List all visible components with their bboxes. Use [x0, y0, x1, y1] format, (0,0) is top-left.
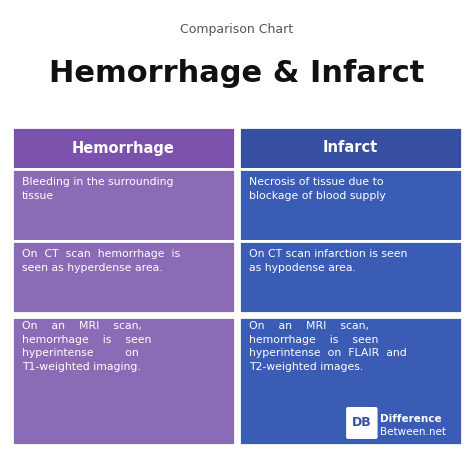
Text: On    an    MRI    scan,
hemorrhage    is    seen
hyperintense  on  FLAIR  and
T: On an MRI scan, hemorrhage is seen hyper… [249, 321, 407, 372]
Text: Comparison Chart: Comparison Chart [181, 22, 293, 35]
Text: Bleeding in the surrounding
tissue: Bleeding in the surrounding tissue [22, 177, 173, 201]
Text: Hemorrhage: Hemorrhage [72, 141, 175, 155]
Text: Necrosis of tissue due to
blockage of blood supply: Necrosis of tissue due to blockage of bl… [249, 177, 385, 201]
Text: On  CT  scan  hemorrhage  is
seen as hyperdense area.: On CT scan hemorrhage is seen as hyperde… [22, 249, 180, 273]
Text: DB: DB [352, 417, 372, 430]
Text: Difference: Difference [380, 414, 441, 424]
Bar [12, 241, 235, 313]
Bar [239, 317, 462, 445]
Bar [239, 127, 462, 169]
Bar [239, 169, 462, 241]
Text: Hemorrhage & Infarct: Hemorrhage & Infarct [49, 60, 425, 88]
Text: Infarct: Infarct [323, 141, 378, 155]
Text: On CT scan infarction is seen
as hypodense area.: On CT scan infarction is seen as hypoden… [249, 249, 407, 273]
Bar [12, 127, 235, 169]
FancyBboxPatch shape [346, 407, 378, 439]
Text: Between.net: Between.net [380, 427, 446, 437]
Bar [12, 169, 235, 241]
Text: On    an    MRI    scan,
hemorrhage    is    seen
hyperintense         on
T1-wei: On an MRI scan, hemorrhage is seen hyper… [22, 321, 151, 372]
Bar [239, 241, 462, 313]
Bar [12, 317, 235, 445]
